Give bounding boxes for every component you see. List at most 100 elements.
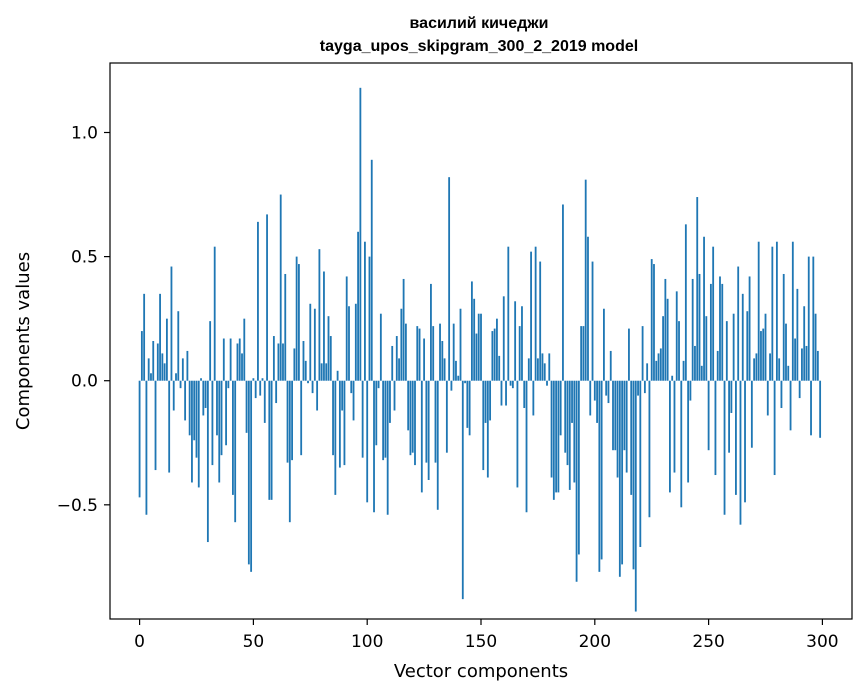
bar: [309, 303, 312, 381]
bar: [252, 378, 255, 381]
bar: [662, 316, 664, 381]
bar: [336, 370, 339, 381]
bar: [630, 380, 633, 495]
bar: [646, 363, 649, 381]
bar: [329, 336, 332, 381]
bar: [259, 380, 262, 396]
bar: [368, 256, 371, 381]
bar: [778, 358, 781, 381]
bar: [596, 380, 598, 423]
bar: [404, 323, 407, 381]
bar: [502, 296, 505, 381]
bar: [730, 380, 733, 413]
bar: [814, 313, 817, 381]
bar: [509, 380, 512, 386]
bar: [807, 256, 810, 381]
bar: [816, 350, 819, 381]
bar: [671, 375, 674, 381]
bar: [432, 326, 435, 381]
bar: [318, 249, 321, 381]
bar: [434, 380, 437, 463]
x-axis-label: Vector components: [394, 661, 568, 682]
bar: [580, 326, 583, 381]
bar: [589, 380, 592, 416]
bar: [518, 326, 521, 381]
bar: [794, 338, 797, 381]
bar: [732, 313, 735, 381]
bar: [441, 341, 444, 381]
bar: [593, 380, 596, 401]
bar: [450, 380, 453, 391]
x-tick-label: 150: [465, 632, 497, 652]
bar: [746, 311, 749, 381]
y-tick-label: 0.5: [71, 248, 98, 268]
bar: [288, 380, 291, 523]
bar: [300, 380, 303, 456]
bar: [304, 360, 307, 381]
bar: [341, 380, 344, 411]
bar: [352, 380, 355, 421]
bar: [354, 303, 357, 381]
bar: [525, 380, 528, 513]
bar: [753, 358, 756, 381]
bar: [750, 380, 753, 448]
bar: [236, 343, 239, 381]
bar: [612, 380, 614, 451]
bar: [653, 264, 655, 381]
bar: [445, 380, 448, 453]
bar: [316, 380, 319, 411]
bar: [684, 224, 687, 381]
bar: [179, 380, 182, 389]
bar: [798, 380, 801, 399]
bar: [762, 328, 765, 381]
bar: [357, 231, 359, 381]
y-tick-label: 0.0: [71, 372, 98, 392]
bar: [694, 345, 696, 381]
bar: [523, 380, 526, 409]
bar: [552, 380, 555, 500]
bar: [641, 326, 644, 381]
bar: [232, 380, 234, 495]
bar: [361, 380, 364, 458]
bar: [507, 246, 510, 381]
bar: [803, 306, 806, 381]
bar: [382, 380, 385, 461]
x-tick-label: 200: [579, 632, 611, 652]
x-axis: 0 50 100 150 200 250 300: [134, 619, 839, 652]
bar: [204, 380, 207, 409]
bar: [334, 380, 337, 495]
bar: [698, 273, 701, 381]
bar: [480, 313, 482, 381]
x-tick-label: 300: [806, 632, 838, 652]
bar: [712, 246, 715, 381]
bar: [609, 350, 612, 381]
bar: [516, 380, 519, 488]
bar: [152, 341, 155, 381]
bar: [548, 353, 551, 381]
bar: [675, 291, 678, 381]
bar: [530, 251, 532, 381]
bar: [707, 380, 710, 451]
bar: [703, 236, 705, 381]
bar: [225, 380, 227, 446]
bar: [302, 341, 305, 381]
bar: [286, 380, 289, 463]
bar: [657, 353, 660, 381]
bar: [186, 350, 189, 381]
bar: [714, 380, 717, 476]
bar: [600, 380, 603, 560]
bar: [716, 350, 719, 381]
bar: [398, 358, 400, 381]
y-tick-label: −0.5: [57, 496, 98, 516]
bar: [573, 380, 576, 483]
bar: [147, 358, 150, 381]
bar: [648, 380, 651, 518]
bar: [568, 380, 571, 490]
bar: [696, 197, 699, 381]
bar: [284, 273, 287, 381]
bar: [787, 365, 790, 381]
bar: [165, 318, 168, 381]
bar: [238, 338, 241, 381]
bar: [496, 318, 498, 381]
bar: [430, 283, 432, 381]
